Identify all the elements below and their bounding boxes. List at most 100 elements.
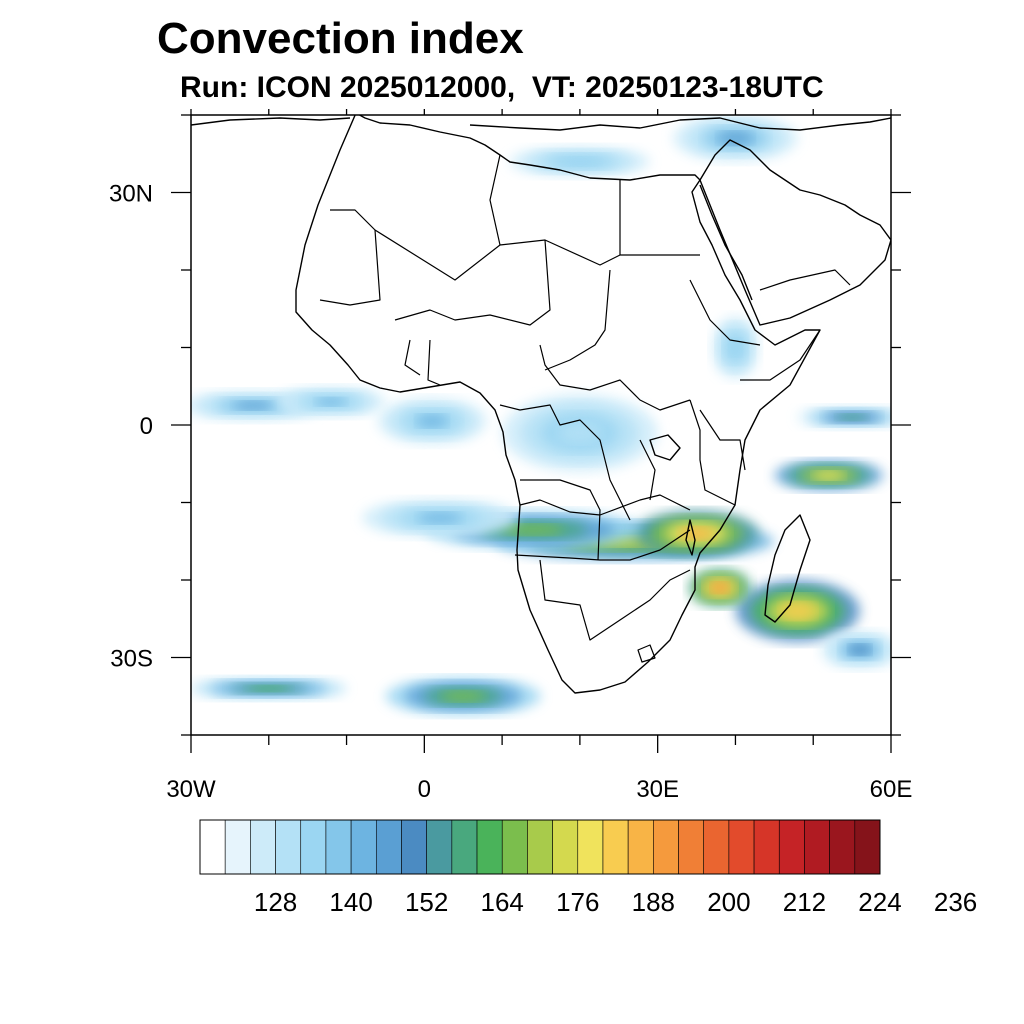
border xyxy=(740,329,821,381)
colorbar-label: 188 xyxy=(632,887,675,917)
lat-tick-label: 30S xyxy=(110,646,153,673)
border xyxy=(759,269,851,291)
convection-cell xyxy=(362,498,518,538)
convection-cell xyxy=(712,316,759,379)
colorbar-label: 128 xyxy=(254,887,297,917)
convection-cell xyxy=(276,386,386,418)
colorbar-swatch xyxy=(300,819,327,875)
border xyxy=(689,399,736,506)
lesotho xyxy=(637,644,656,663)
border xyxy=(544,269,611,371)
border xyxy=(519,494,691,516)
convection-contour xyxy=(836,413,868,421)
convection-cell xyxy=(821,630,891,670)
lon-tick-label: 30E xyxy=(636,776,679,803)
convection-field xyxy=(191,115,891,716)
colorbar-swatch xyxy=(451,819,478,875)
border xyxy=(394,239,551,326)
convection-contour xyxy=(849,644,871,656)
colorbar-swatch xyxy=(426,819,453,875)
map-subtitle: Run: ICON 2025012000, VT: 20250123-18UTC xyxy=(180,71,824,104)
axis-ticks xyxy=(171,109,911,753)
colorbar-swatch xyxy=(375,819,402,875)
colorbar-swatch xyxy=(401,819,427,875)
red-sea xyxy=(699,184,753,301)
colorbar-swatch xyxy=(325,819,352,875)
border xyxy=(689,279,761,346)
colorbar-swatch xyxy=(552,819,579,875)
convection-cell xyxy=(377,397,487,445)
madagascar-coastline xyxy=(764,514,811,623)
colorbar-swatch xyxy=(804,819,830,875)
colorbar-swatch xyxy=(224,819,251,875)
colorbar-swatch xyxy=(728,819,755,875)
convection-contour xyxy=(718,131,753,145)
lon-tick-label: 60E xyxy=(870,776,913,803)
convection-contour xyxy=(813,471,845,480)
border xyxy=(514,529,691,561)
colorbar: 128 140 152 164 176 188 200 212 224 236 xyxy=(199,819,977,917)
lon-tick-label: 30W xyxy=(166,776,216,803)
colorbar-label: 164 xyxy=(481,887,524,917)
colorbar-swatch xyxy=(778,819,805,875)
colorbar-swatch xyxy=(350,819,377,875)
colorbar-swatch xyxy=(854,819,881,875)
lat-tick-label: 0 xyxy=(140,413,153,440)
colorbar-frame xyxy=(199,819,881,875)
colorbar-swatch xyxy=(653,819,679,875)
border xyxy=(539,559,691,641)
convection-cell xyxy=(191,676,347,701)
colorbar-label: 152 xyxy=(405,887,448,917)
colorbar-swatch xyxy=(501,819,528,875)
colorbar-swatch xyxy=(250,819,276,875)
border xyxy=(489,154,501,246)
colorbar-swatch xyxy=(627,819,654,875)
colorbar-label: 224 xyxy=(858,887,901,917)
convection-contour xyxy=(418,512,462,524)
country-borders xyxy=(319,154,851,663)
colorbar-swatch xyxy=(476,819,503,875)
colorbar-swatch xyxy=(527,819,553,875)
colorbar-label: 212 xyxy=(783,887,826,917)
lon-tick-label: 0 xyxy=(418,776,431,803)
arabia-coastline xyxy=(699,139,891,326)
convection-contour xyxy=(560,157,600,166)
lake-malawi xyxy=(685,519,696,556)
border xyxy=(520,479,601,561)
colorbar-label: 140 xyxy=(329,887,372,917)
colorbar-label: 236 xyxy=(934,887,977,917)
border xyxy=(639,439,656,501)
convection-cell xyxy=(688,568,752,608)
colorbar-swatch xyxy=(829,819,856,875)
colorbar-swatch xyxy=(199,819,226,875)
convection-cell xyxy=(634,510,759,557)
convection-cell xyxy=(774,459,884,491)
convection-cell xyxy=(509,146,650,177)
lake-victoria xyxy=(649,434,681,461)
border xyxy=(499,404,631,521)
convection-contour xyxy=(728,338,742,357)
convection-contour xyxy=(247,685,291,692)
convection-cell xyxy=(797,405,891,429)
border xyxy=(539,344,691,411)
colorbar-label: 200 xyxy=(707,887,750,917)
convection-cell xyxy=(385,676,541,716)
border xyxy=(699,409,746,471)
convection-contour xyxy=(315,397,347,407)
colorbar-swatch xyxy=(602,819,629,875)
convection-contour xyxy=(502,524,564,536)
convection-cell xyxy=(735,580,860,642)
europe-coastline xyxy=(191,117,891,131)
convection-cell xyxy=(673,115,798,162)
convection-contour xyxy=(233,401,273,410)
africa-coastline xyxy=(295,115,821,694)
border xyxy=(319,209,381,306)
map-title: Convection index xyxy=(157,14,524,63)
convection-contour xyxy=(558,421,602,444)
axis-tick-labels: 30W 0 30E 60E 30N 0 30S xyxy=(109,181,912,804)
convection-cell xyxy=(502,394,658,472)
convection-contour xyxy=(416,414,448,428)
coastlines-and-borders xyxy=(191,115,891,694)
plot-area: 30W 0 30E 60E 30N 0 30S xyxy=(109,109,912,803)
border xyxy=(404,339,441,386)
